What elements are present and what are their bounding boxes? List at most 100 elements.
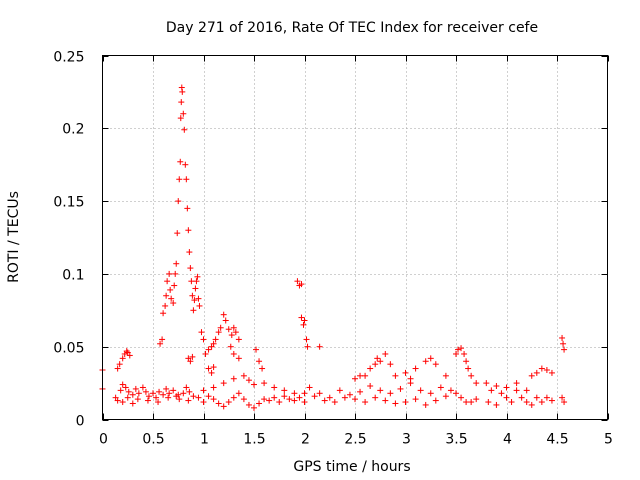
x-tick-label: 2 [301, 432, 310, 448]
data-point [119, 381, 126, 388]
y-axis-label: ROTI / TECUs [6, 191, 22, 283]
data-point [119, 355, 126, 362]
data-point [286, 396, 293, 403]
data-point [503, 394, 510, 401]
data-point [200, 387, 207, 394]
data-point [306, 384, 313, 391]
data-point [271, 394, 278, 401]
data-point [276, 399, 283, 406]
data-point [210, 340, 217, 347]
data-point [172, 270, 179, 277]
data-point [205, 393, 212, 400]
data-point [150, 390, 156, 397]
data-point [215, 329, 222, 336]
data-point [220, 311, 227, 318]
data-point [402, 369, 409, 376]
data-point [513, 380, 520, 387]
data-point [382, 350, 389, 357]
data-point [185, 397, 192, 404]
data-point [518, 394, 525, 401]
data-point [281, 393, 288, 400]
data-point [304, 343, 311, 350]
data-point [402, 399, 409, 406]
data-point [212, 336, 219, 343]
data-point [473, 380, 480, 387]
data-point [298, 281, 305, 288]
data-point [220, 380, 227, 387]
x-tick-label: 0.5 [142, 432, 164, 448]
data-point [178, 99, 185, 106]
data-point [533, 394, 540, 401]
data-point [187, 358, 194, 365]
data-point [189, 353, 196, 360]
data-point [483, 380, 490, 387]
data-point [124, 394, 131, 401]
data-point [195, 394, 202, 401]
data-point [191, 297, 198, 304]
data-point [543, 366, 550, 373]
plot-frame [102, 55, 608, 420]
data-point [125, 388, 132, 395]
data-point [422, 401, 429, 408]
data-point [182, 161, 189, 168]
data-point [561, 399, 568, 406]
data-point [367, 365, 374, 372]
data-point [114, 397, 121, 404]
data-point [230, 375, 237, 382]
data-point [164, 278, 171, 285]
data-point [142, 388, 149, 395]
data-point [180, 110, 187, 117]
data-point [458, 345, 465, 352]
data-point [294, 278, 301, 285]
x-tick-label: 1.5 [243, 432, 265, 448]
data-point [190, 307, 197, 314]
data-point [357, 388, 364, 395]
data-point [175, 198, 182, 205]
x-tick-label: 4.5 [546, 432, 568, 448]
data-point [235, 390, 242, 397]
data-point [210, 364, 217, 371]
data-point [374, 355, 381, 362]
y-tick-label: 0.15 [53, 195, 84, 211]
data-point [352, 396, 358, 403]
data-point [184, 205, 191, 212]
data-point [139, 384, 146, 391]
data-point [251, 381, 257, 388]
data-point [442, 372, 449, 379]
data-point [165, 394, 172, 401]
data-point [240, 372, 247, 379]
data-point [367, 383, 374, 390]
data-point [163, 385, 170, 392]
data-point [163, 292, 170, 299]
data-point [190, 393, 197, 400]
data-point [465, 365, 472, 372]
data-point [179, 88, 186, 95]
y-tick-labels: 0 0.05 0.1 0.15 0.2 0.25 [53, 50, 84, 430]
data-point [362, 399, 369, 406]
data-point [217, 324, 224, 331]
data-point [232, 329, 239, 336]
data-point [387, 361, 394, 368]
data-point [392, 372, 399, 379]
data-point [134, 396, 141, 403]
axis-ticks [102, 55, 609, 421]
x-tick-label: 0 [99, 432, 108, 448]
data-point [392, 400, 399, 407]
data-point [447, 387, 454, 394]
data-point [174, 230, 181, 237]
data-point [155, 399, 162, 406]
data-point [186, 388, 193, 395]
data-point [432, 361, 439, 368]
data-point [372, 361, 379, 368]
data-point [463, 399, 470, 406]
data-point [453, 390, 459, 397]
x-tick-label: 3 [402, 432, 411, 448]
data-point [346, 391, 353, 398]
data-point [228, 332, 235, 339]
data-point [117, 387, 124, 394]
data-point [442, 393, 449, 400]
data-point [298, 314, 305, 321]
data-point [176, 176, 183, 183]
data-point [245, 377, 252, 384]
data-point [253, 346, 260, 353]
